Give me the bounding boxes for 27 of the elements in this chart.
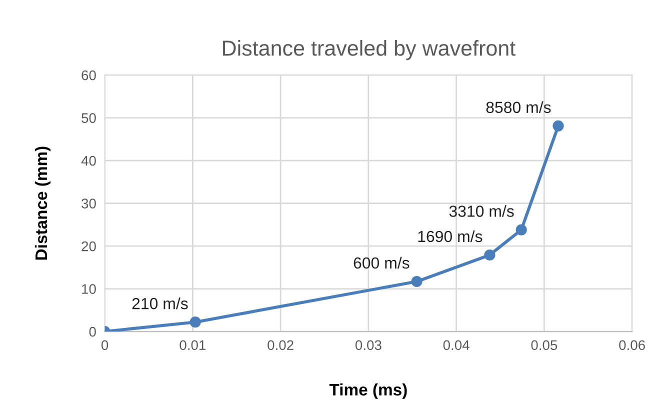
- y-tick-label: 50: [82, 113, 96, 123]
- text: 3310 m/s: [449, 205, 514, 217]
- point: [411, 276, 422, 288]
- x-tick-label: 0.05: [531, 340, 558, 350]
- x-tick-label: 0.04: [443, 340, 470, 350]
- x-tick-label: 0: [101, 340, 108, 350]
- y-tick-label: 40: [81, 156, 96, 166]
- x-axis-title: Time (ms): [329, 383, 407, 399]
- y-tick-label: 60: [82, 70, 96, 80]
- x-tick-label: 0.01: [180, 340, 206, 350]
- x-tick-label: 0.03: [355, 340, 382, 350]
- y-tick-label: 10: [82, 284, 96, 294]
- y-tick-label: 0: [89, 326, 96, 337]
- point: [552, 120, 564, 132]
- text: 210 m/s: [132, 298, 188, 310]
- text: 1690 m/s: [418, 230, 482, 242]
- text: 8580 m/s: [486, 101, 551, 114]
- y-tick-label: 20: [82, 241, 96, 252]
- point: [484, 249, 496, 261]
- point: [190, 316, 201, 328]
- y-tick-label: 30: [82, 198, 96, 208]
- x-tick-label: 0.06: [619, 340, 645, 350]
- point: [516, 224, 527, 236]
- text: 600 m/s: [354, 256, 410, 269]
- chart-title: Distance traveled by wavefront: [223, 40, 516, 60]
- y-axis-title: Distance (mm): [34, 146, 50, 260]
- x-tick-label: 0.02: [268, 340, 294, 350]
